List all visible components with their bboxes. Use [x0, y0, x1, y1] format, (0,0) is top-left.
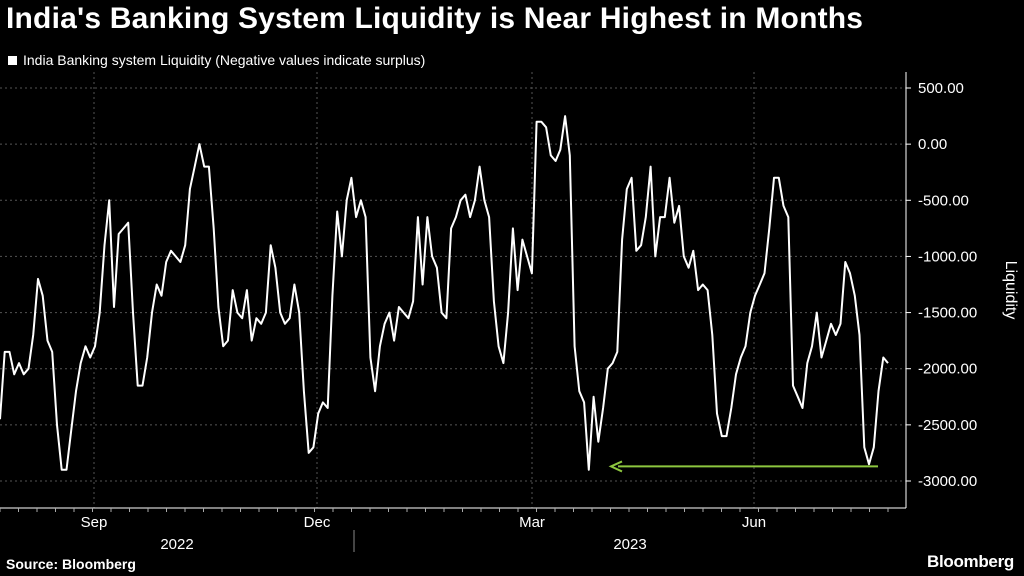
bloomberg-logo: Bloomberg — [926, 552, 1014, 571]
y-tick-label: -2500.00 — [918, 417, 977, 434]
x-year-label: 2023 — [613, 536, 646, 553]
series-line — [0, 115, 889, 471]
x-tick-label: Sep — [81, 514, 108, 531]
x-tick-label: Dec — [304, 514, 331, 531]
legend-swatch — [8, 55, 17, 65]
y-tick-label: -1000.00 — [918, 248, 977, 265]
x-tick-label: Jun — [742, 514, 766, 531]
y-tick-label: 500.00 — [918, 80, 964, 97]
y-axis-label: Liquidity — [1002, 261, 1019, 320]
y-tick-label: 0.00 — [918, 136, 947, 153]
y-tick-label: -1500.00 — [918, 305, 977, 322]
legend: India Banking system Liquidity (Negative… — [8, 52, 425, 68]
annotation-arrow — [608, 460, 878, 473]
y-tick-label: -3000.00 — [918, 473, 977, 490]
arrow-head — [608, 460, 623, 473]
legend-label: India Banking system Liquidity (Negative… — [23, 52, 426, 68]
x-year-label: 2022 — [160, 536, 193, 553]
y-tick-label: -2000.00 — [918, 361, 977, 378]
source-note: Source: Bloomberg — [6, 556, 136, 572]
chart-title: India's Banking System Liquidity is Near… — [6, 2, 864, 35]
gridlines — [0, 72, 906, 508]
x-axis: Sep Dec Mar Jun 2022 2023 — [0, 507, 906, 553]
x-tick-label: Mar — [519, 514, 545, 531]
y-tick-label: -500.00 — [918, 192, 969, 209]
y-axis: 500.00 0.00 -500.00 -1000.00 -1500.00 -2000.0… — [905, 72, 977, 508]
